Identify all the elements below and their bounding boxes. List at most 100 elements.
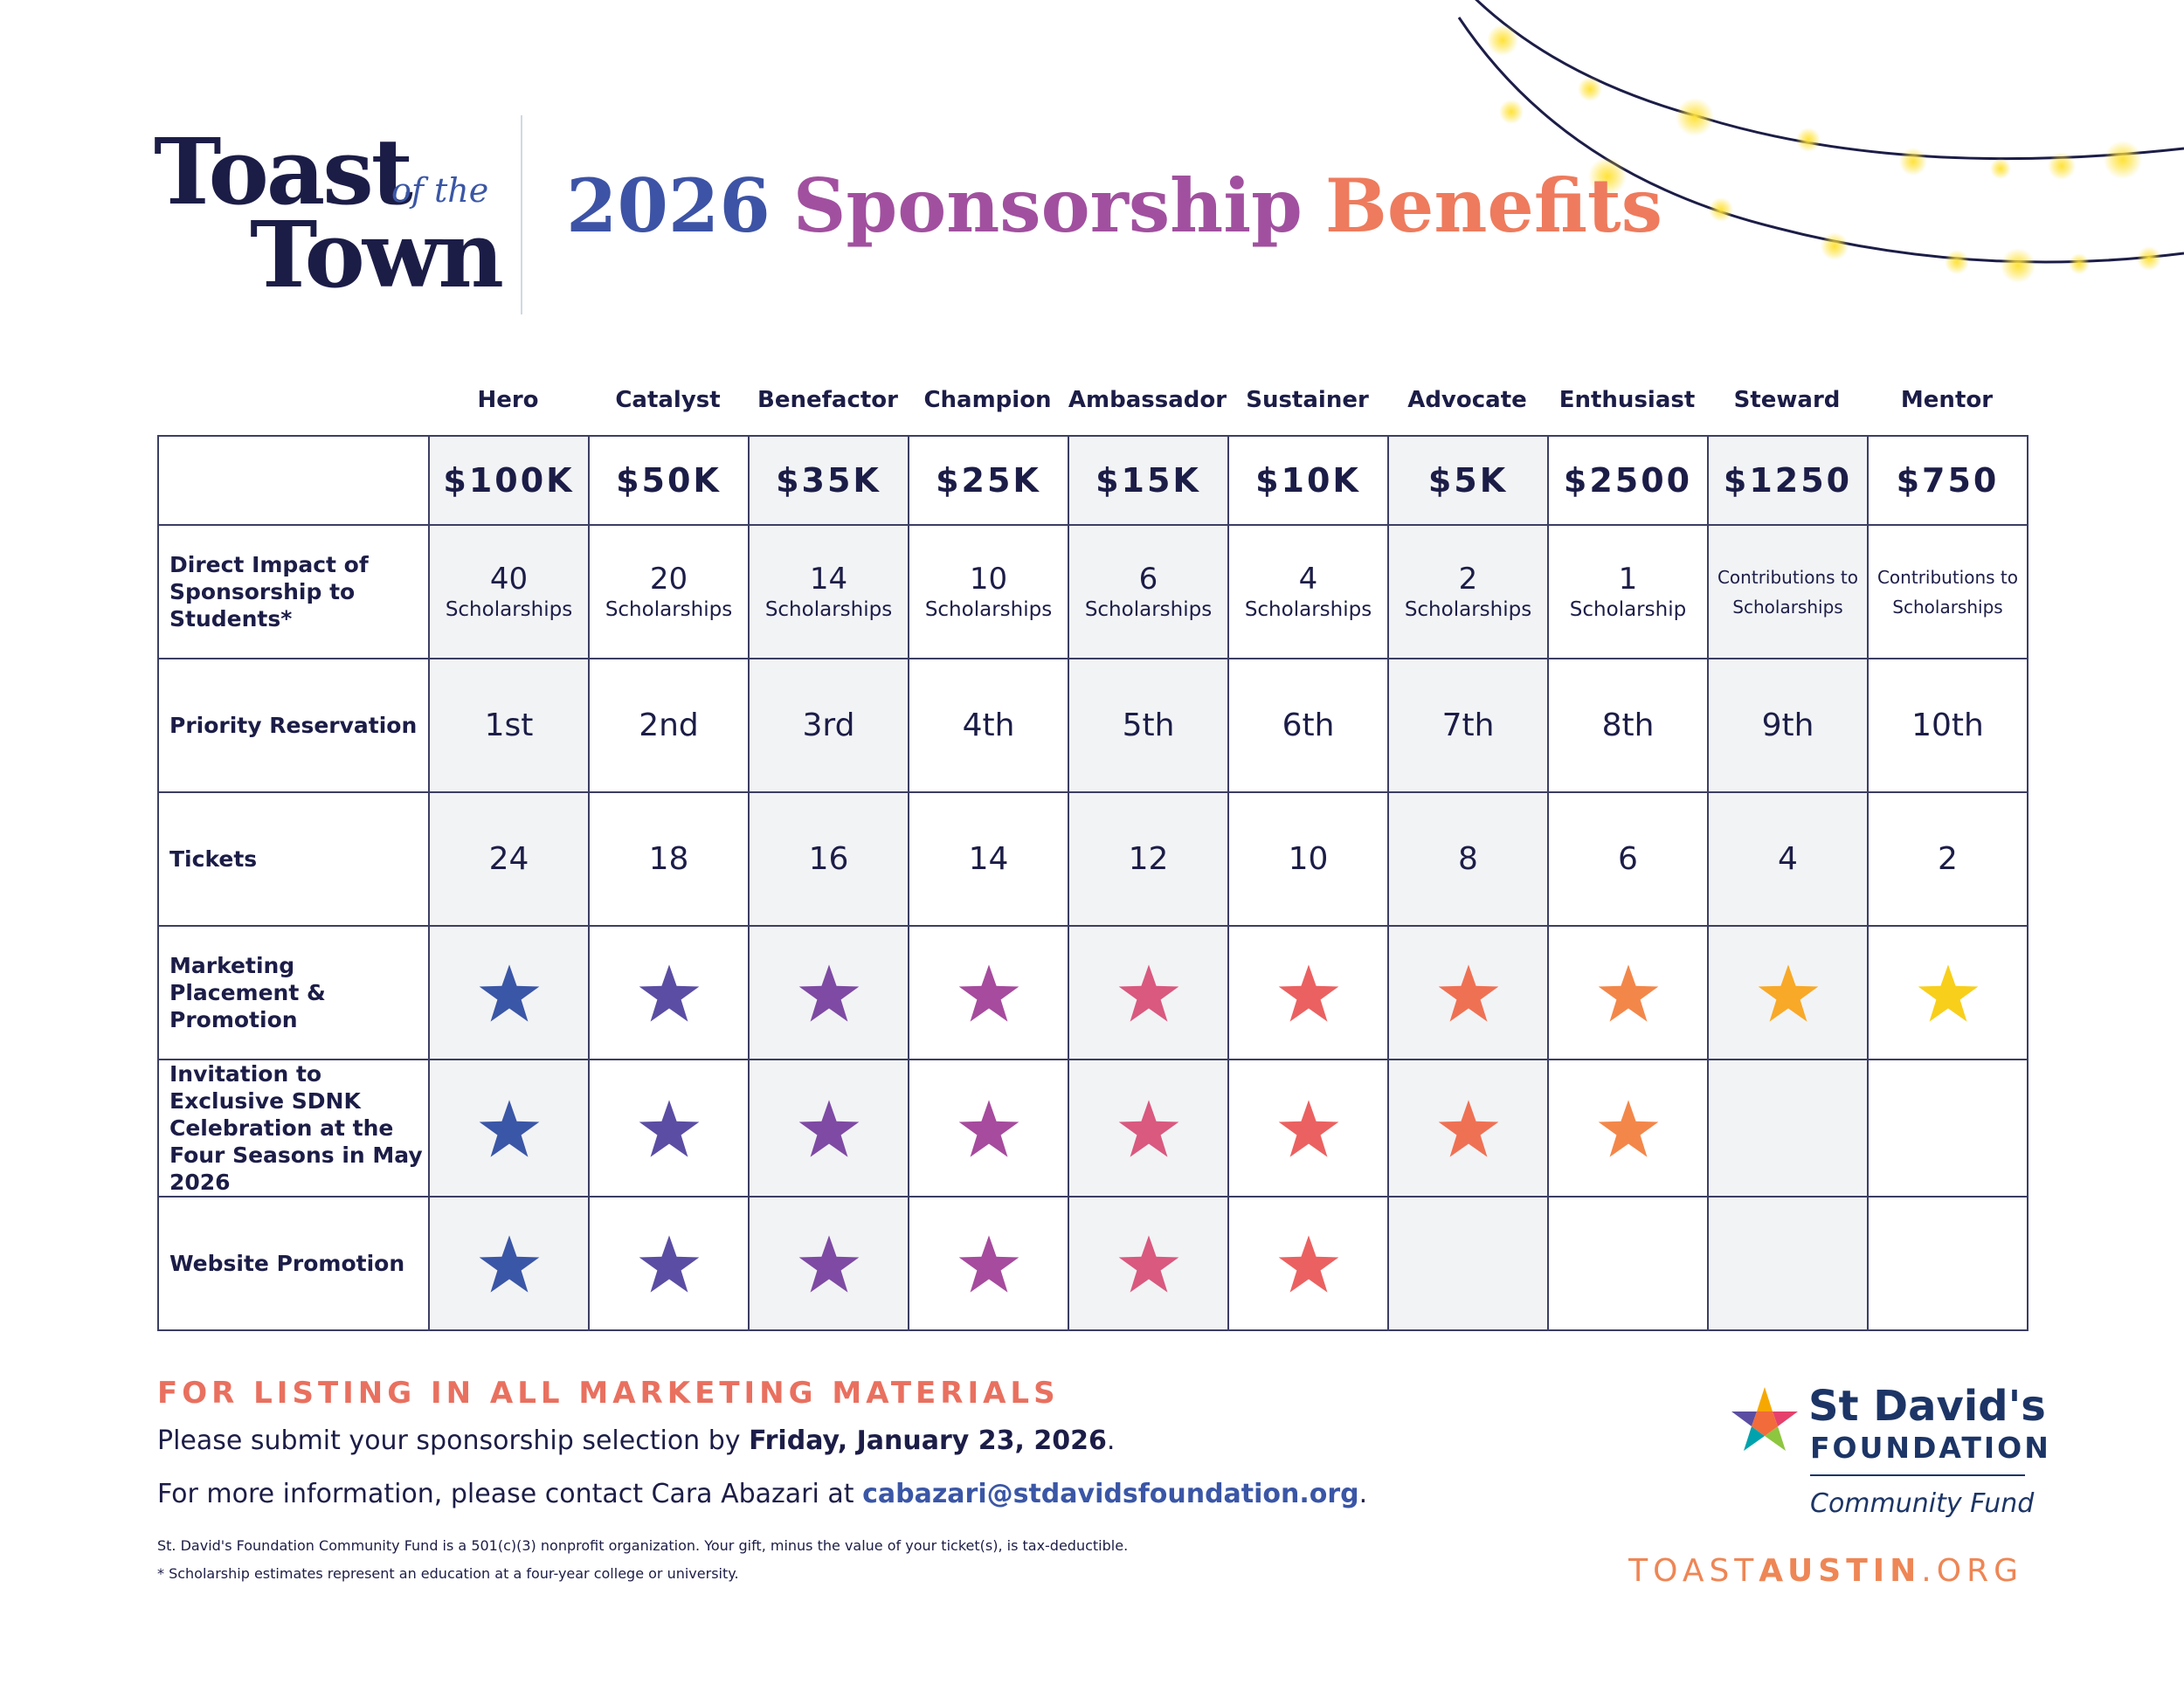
- tickets-value: 2: [1938, 841, 1958, 877]
- tier-price: $10K: [1255, 461, 1361, 500]
- tickets-cell: 6: [1547, 791, 1709, 927]
- tickets-cell: 14: [908, 791, 1069, 927]
- row-label: Direct Impact of Sponsorship to Students…: [157, 524, 430, 659]
- marketing-cell: [1707, 925, 1869, 1060]
- website-part-org: .ORG: [1921, 1553, 2023, 1589]
- impact-unit: Scholarships: [1404, 597, 1532, 621]
- tier-price: $100K: [443, 461, 575, 500]
- title-year: 2026: [566, 162, 771, 249]
- tier-price: $2500: [1563, 461, 1693, 500]
- header-divider: [521, 115, 522, 314]
- priority-row: Priority Reservation 1st 2nd 3rd 4th 5th 6th 7t…: [157, 658, 2028, 793]
- impact-number: 40: [489, 561, 529, 597]
- title-word-benefits: Benefits: [1324, 162, 1662, 249]
- impact-unit: Scholarships: [1084, 597, 1213, 621]
- impact-number: 6: [1138, 561, 1158, 597]
- row-label: Marketing Placement & Promotion: [157, 925, 430, 1060]
- price-cell: $25K: [908, 435, 1069, 526]
- tickets-cell: 18: [588, 791, 750, 927]
- impact-cell: 40 Scholarships: [428, 524, 590, 659]
- impact-cell: 2 Scholarships: [1387, 524, 1549, 659]
- submit-suffix: .: [1106, 1425, 1116, 1456]
- price-cell: $10K: [1227, 435, 1389, 526]
- star-icon: [1598, 1099, 1658, 1157]
- sponsorship-benefits-table: $100K $50K $35K $25K $15K $10K $5K $2500 $1250 $7…: [157, 435, 2028, 1331]
- invitation-cell: [588, 1059, 750, 1198]
- marketing-cell: [748, 925, 909, 1060]
- impact-unit: Scholarships: [1244, 597, 1372, 621]
- tier-name: Advocate: [1407, 387, 1527, 413]
- website-cell: [588, 1196, 750, 1331]
- tier-price: $1250: [1723, 461, 1853, 500]
- website-cell: [1867, 1196, 2028, 1331]
- listing-heading: FOR LISTING IN ALL MARKETING MATERIALS: [157, 1376, 1060, 1411]
- impact-number: 14: [809, 561, 848, 597]
- impact-unit: Scholarships: [445, 597, 573, 621]
- star-icon: [798, 1234, 859, 1293]
- website-cell: [1068, 1196, 1229, 1331]
- impact-cell: 10 Scholarships: [908, 524, 1069, 659]
- tier-price: $35K: [776, 461, 881, 500]
- star-icon: [1598, 963, 1658, 1022]
- priority-value: 9th: [1761, 708, 1814, 743]
- tickets-value: 8: [1458, 841, 1478, 877]
- price-cell: $35K: [748, 435, 909, 526]
- marketing-cell: [1387, 925, 1549, 1060]
- priority-value: 1st: [484, 708, 534, 743]
- tickets-cell: 24: [428, 791, 590, 927]
- star-icon: [1918, 963, 1978, 1022]
- invitation-cell: [1068, 1059, 1229, 1198]
- star-icon: [639, 1234, 699, 1293]
- website-cell: [1227, 1196, 1389, 1331]
- star-icon: [1278, 963, 1338, 1022]
- tickets-cell: 16: [748, 791, 909, 927]
- priority-cell: 9th: [1707, 658, 1869, 793]
- invitation-cell: [1387, 1059, 1549, 1198]
- price-cell: $5K: [1387, 435, 1549, 526]
- price-cell: $750: [1867, 435, 2028, 526]
- tier-name: Benefactor: [757, 387, 898, 413]
- tickets-value: 12: [1128, 841, 1169, 877]
- foundation-subtitle: FOUNDATION: [1810, 1431, 2051, 1465]
- star-icon: [639, 963, 699, 1022]
- impact-number: 1: [1618, 561, 1638, 597]
- priority-value: 3rd: [802, 708, 855, 743]
- tier-price: $50K: [616, 461, 722, 500]
- price-row: $100K $50K $35K $25K $15K $10K $5K $2500 $1250 $7…: [157, 435, 2028, 526]
- tickets-cell: 12: [1068, 791, 1229, 927]
- star-icon: [798, 1099, 859, 1157]
- scholarship-footnote: * Scholarship estimates represent an edu…: [157, 1565, 739, 1582]
- tier-name: Steward: [1733, 387, 1841, 413]
- impact-unit: Scholarships: [605, 597, 733, 621]
- website-url[interactable]: TOASTAUSTIN.ORG: [1628, 1553, 2023, 1589]
- tickets-value: 10: [1288, 841, 1329, 877]
- impact-row: Direct Impact of Sponsorship to Students…: [157, 524, 2028, 659]
- marketing-cell: [908, 925, 1069, 1060]
- tickets-value: 24: [488, 841, 529, 877]
- page-title: 2026 Sponsorship Benefits: [566, 162, 1685, 250]
- invitation-row: Invitation to Exclusive SDNK Celebration…: [157, 1059, 2028, 1198]
- impact-contribution: Contributions to Scholarships: [1876, 566, 2019, 618]
- contact-suffix: .: [1358, 1479, 1368, 1509]
- priority-cell: 1st: [428, 658, 590, 793]
- empty-corner-cell: [157, 435, 430, 526]
- priority-value: 10th: [1911, 708, 1984, 743]
- price-cell: $50K: [588, 435, 750, 526]
- website-cell: [908, 1196, 1069, 1331]
- foundation-divider: [1810, 1474, 2025, 1476]
- priority-value: 8th: [1601, 708, 1655, 743]
- tier-names-row: Hero Catalyst Benefactor Champion Ambass…: [428, 383, 2027, 418]
- tickets-row: Tickets 24 18 16 14 12 10 8 6 4 2: [157, 791, 2028, 927]
- star-icon: [1118, 963, 1178, 1022]
- tier-name: Enthusiast: [1559, 387, 1696, 413]
- invitation-cell: [1227, 1059, 1389, 1198]
- tickets-cell: 10: [1227, 791, 1389, 927]
- tier-name: Hero: [477, 387, 539, 413]
- impact-cell: 20 Scholarships: [588, 524, 750, 659]
- star-icon: [958, 1099, 1019, 1157]
- tier-price: $15K: [1095, 461, 1201, 500]
- star-icon: [958, 1234, 1019, 1293]
- foundation-star-logo-icon: [1731, 1387, 1798, 1451]
- contact-email-link[interactable]: cabazari@stdavidsfoundation.org: [862, 1479, 1359, 1509]
- priority-cell: 3rd: [748, 658, 909, 793]
